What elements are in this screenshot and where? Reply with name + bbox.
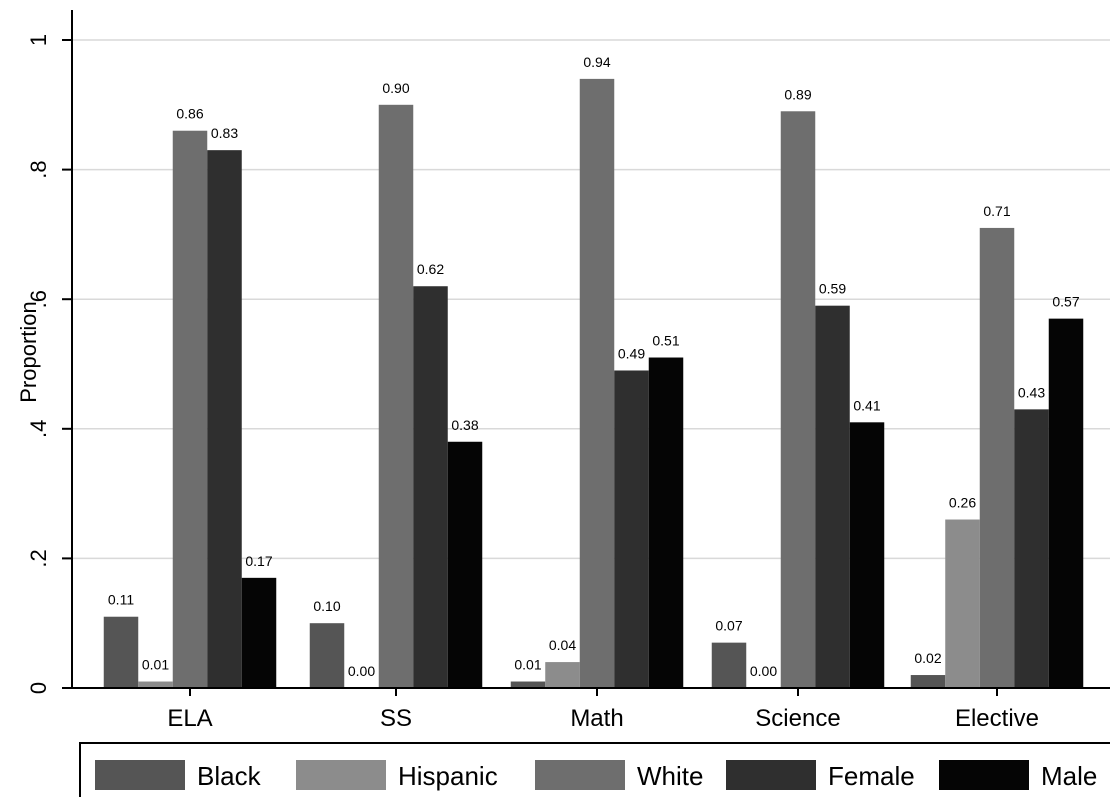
bar <box>413 286 448 688</box>
legend-swatch <box>726 760 816 790</box>
data-label: 0.07 <box>715 618 742 634</box>
x-tick-label: Science <box>755 705 840 732</box>
bars <box>103 78 1084 689</box>
data-label: 0.83 <box>211 125 238 141</box>
bar <box>579 78 615 688</box>
data-label: 0.57 <box>1052 294 1079 310</box>
y-tick-label: .6 <box>26 290 51 308</box>
bar <box>614 370 649 688</box>
data-label: 0.01 <box>514 657 541 673</box>
data-label: 0.62 <box>417 261 444 277</box>
data-label: 0.49 <box>618 345 645 361</box>
legend-label: White <box>637 761 703 791</box>
bar <box>945 519 980 688</box>
bar <box>1014 409 1049 688</box>
legend-swatch <box>95 760 185 790</box>
bar <box>910 675 946 688</box>
bar <box>207 150 242 688</box>
data-label: 0.43 <box>1018 384 1045 400</box>
y-tick-label: 0 <box>26 682 51 694</box>
data-label: 0.71 <box>983 203 1010 219</box>
data-label: 0.90 <box>382 80 409 96</box>
legend-label: Hispanic <box>398 761 498 791</box>
y-axis-title: Proportion <box>16 301 41 403</box>
x-tick-label: SS <box>380 705 412 732</box>
x-tick-label: Math <box>570 705 623 732</box>
data-label: 0.17 <box>245 553 272 569</box>
bar <box>711 642 747 688</box>
data-label: 0.00 <box>750 663 777 679</box>
legend-label: Black <box>197 761 262 791</box>
y-ticks: 0 .2 .4 .6 .8 1 <box>26 34 72 694</box>
x-tick-label: ELA <box>167 705 212 732</box>
bar <box>1048 318 1084 688</box>
data-label: 0.41 <box>853 397 880 413</box>
y-tick-label: 1 <box>26 34 51 46</box>
y-tick-label: .8 <box>26 160 51 178</box>
bar <box>545 662 580 688</box>
bar <box>780 111 816 688</box>
x-tick-labels: ELA SS Math Science Elective <box>167 688 1039 732</box>
y-tick-label: .2 <box>26 549 51 567</box>
bar <box>979 227 1015 689</box>
x-tick-label: Elective <box>955 705 1039 732</box>
bar <box>241 577 277 688</box>
legend-swatch <box>535 760 625 790</box>
bar <box>172 130 208 689</box>
data-label: 0.02 <box>914 650 941 666</box>
bar <box>309 623 345 688</box>
data-label: 0.00 <box>348 663 375 679</box>
bar <box>510 681 546 688</box>
axes <box>71 10 1110 689</box>
data-label: 0.10 <box>313 598 340 614</box>
data-label: 0.89 <box>784 86 811 102</box>
bar <box>447 441 483 688</box>
y-tick-label: .4 <box>26 420 51 438</box>
data-label: 0.26 <box>949 495 976 511</box>
data-label: 0.01 <box>142 657 169 673</box>
bar <box>648 357 684 688</box>
legend-label: Male <box>1041 761 1097 791</box>
data-label: 0.38 <box>451 417 478 433</box>
data-label: 0.04 <box>549 637 576 653</box>
legend-swatch <box>296 760 386 790</box>
bar <box>138 681 173 688</box>
data-label: 0.11 <box>108 592 134 608</box>
bar <box>815 305 850 688</box>
data-labels: 0.11 0.01 0.86 0.83 0.17 0.10 0.00 0.90 0.62 0.38… <box>108 54 1080 679</box>
bar <box>103 616 139 688</box>
legend-swatch <box>939 760 1029 790</box>
bar <box>849 422 885 688</box>
data-label: 0.94 <box>583 54 610 70</box>
data-label: 0.51 <box>652 333 679 349</box>
data-label: 0.59 <box>819 281 846 297</box>
data-label: 0.86 <box>176 106 203 122</box>
bar <box>378 104 414 689</box>
legend: Black Hispanic White Female Male <box>79 742 1110 797</box>
legend-label: Female <box>828 761 915 791</box>
